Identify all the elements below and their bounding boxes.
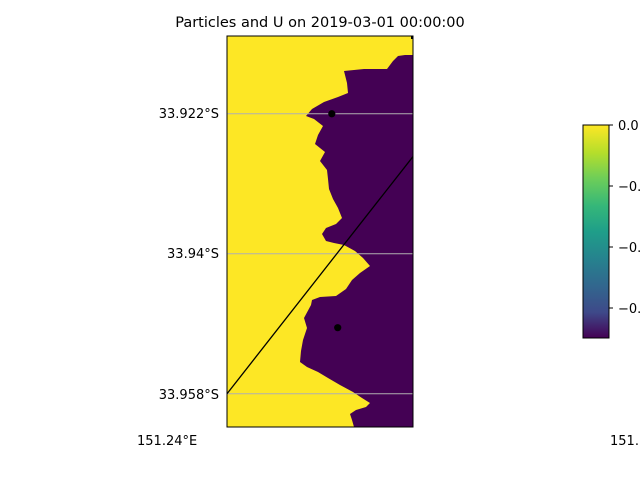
colorbar-tick-label: −0. <box>618 241 640 256</box>
x-tick-label: 151.24°E <box>137 434 197 449</box>
y-tick-label: 33.94°S <box>167 247 219 262</box>
latitude-gridlines <box>227 113 413 395</box>
colorbar-gradient <box>582 124 610 339</box>
colorbar-tick-label: 0.0 <box>618 119 639 134</box>
colorbar-tick-label: −0. <box>618 180 640 195</box>
y-tick-label: 33.922°S <box>159 107 219 122</box>
x-tick-label: 151. <box>610 434 639 449</box>
map-frame <box>226 35 414 428</box>
particle-point <box>334 324 342 332</box>
y-tick-label: 33.958°S <box>159 388 219 403</box>
colorbar: 0.0 −0. −0. −0. <box>582 119 640 339</box>
particle-trajectory-line <box>226 156 414 395</box>
water-field <box>300 36 413 427</box>
corner-mark <box>411 36 413 39</box>
map-axes <box>226 35 414 428</box>
chart-title: Particles and U on 2019-03-01 00:00:00 <box>175 15 465 31</box>
colorbar-tick-label: −0. <box>618 302 640 317</box>
particles <box>328 110 342 332</box>
particle-point <box>328 110 336 118</box>
